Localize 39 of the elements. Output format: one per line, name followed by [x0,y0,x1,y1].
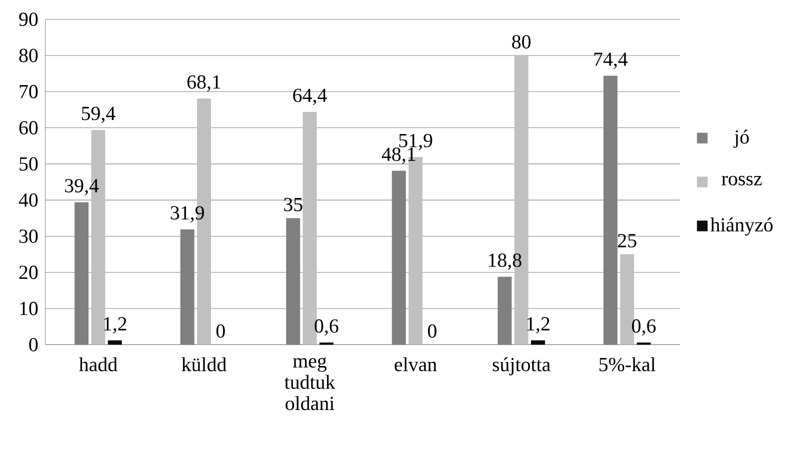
y-tick-label: 80 [19,48,38,62]
x-tick-label: küldd [182,357,226,372]
data-label: 0,6 [632,319,656,336]
y-tick-label: 40 [18,193,38,207]
x-tick-label: sújtotta [492,357,550,376]
y-tick-label: 20 [19,266,38,280]
data-label: 1,2 [527,317,550,334]
bar [108,340,122,345]
data-label: 64,4 [293,88,327,105]
y-tick-label: 10 [20,302,38,316]
y-tick-label: 30 [19,230,38,243]
bar [530,340,545,345]
data-label: 1,2 [104,317,126,334]
data-label: 0 [216,324,225,338]
data-label: 80 [512,35,531,49]
x-tick-label: elvan [394,357,437,372]
legend-label: jó [733,130,749,148]
legend-label: rossz [722,176,762,186]
data-label: 48,1 [382,148,416,164]
data-label: 51,9 [399,134,432,150]
data-label: 39,4 [65,179,99,196]
y-tick-label: 50 [20,157,38,171]
y-tick-label: 70 [20,84,38,98]
data-label: 59,4 [82,106,116,124]
data-label: 0 [428,324,436,338]
x-tick-label: hadd [79,357,118,372]
data-label: 35 [284,198,302,212]
x-tick-label: meg tudtuk oldani [284,357,336,410]
data-label: 68,1 [187,75,220,92]
data-label: 74,4 [594,52,628,69]
data-label: 0,6 [314,319,338,336]
data-label: 18,8 [488,253,522,270]
data-label: 25 [618,234,636,248]
data-label: 31,9 [170,206,204,222]
y-tick-label: 60 [19,121,38,134]
y-tick-label: 90 [19,12,38,26]
legend-label: hiányzó [710,218,773,236]
x-tick-label: 5%-kal [600,357,656,372]
y-tick-label: 0 [29,338,38,352]
